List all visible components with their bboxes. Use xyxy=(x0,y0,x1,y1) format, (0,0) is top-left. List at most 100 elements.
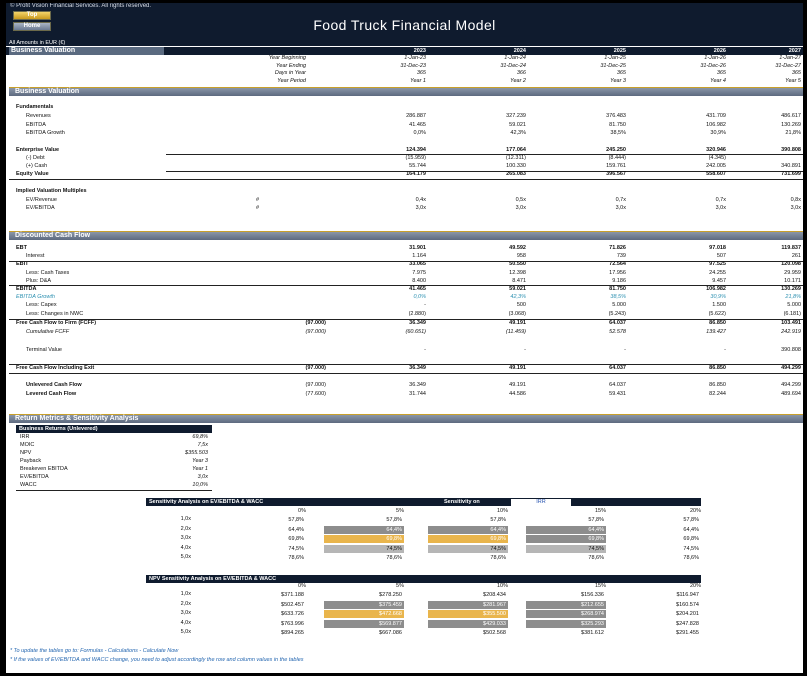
wacc-col-header: 10% xyxy=(496,583,508,589)
value-cell: 0,7x xyxy=(615,197,626,203)
business-returns-header: Business Returns (Unlevered) xyxy=(16,425,212,433)
value-cell: 52.578 xyxy=(609,329,626,335)
value-cell: 86.850 xyxy=(709,365,726,371)
dcf-value: 7.975 xyxy=(412,269,426,276)
dcf-row-label: EBIT xyxy=(16,261,29,268)
dcf-row-label: EBITDA xyxy=(16,286,37,292)
dcf-value: 30,9% xyxy=(710,294,726,301)
npv-sensitivity-cell: $204.201 xyxy=(676,611,699,618)
irr-sensitivity-cell: 78,6% xyxy=(288,555,304,562)
npv-sensitivity-cell: $894.265 xyxy=(281,630,304,637)
value-cell: 486.617 xyxy=(781,113,801,119)
dcf-value: 33.065 xyxy=(409,261,426,268)
year-header: 2025 xyxy=(613,48,626,54)
irr-sensitivity-cell: 57,8% xyxy=(683,517,699,523)
value-cell: (15.959) xyxy=(405,155,427,161)
page-title: Food Truck Financial Model xyxy=(313,17,496,33)
debt-label: (-) Debt xyxy=(26,155,45,161)
dcf-value: 0,0% xyxy=(413,294,426,301)
home-button[interactable]: Home xyxy=(13,22,51,31)
npv-sensitivity-cell: $247.828 xyxy=(676,620,699,627)
return-metric-value: $355.503 xyxy=(185,450,208,456)
value-cell: 82.244 xyxy=(709,391,726,397)
currency-note: All Amounts in EUR (€) xyxy=(9,40,66,46)
irr-sensitivity-cell: 74,5% xyxy=(428,544,508,553)
terminal-value-label: Terminal Value xyxy=(26,347,62,353)
value-cell: 340.891 xyxy=(781,163,801,169)
value-cell: 3,0x xyxy=(790,205,801,211)
period-label: Year Period xyxy=(277,77,306,84)
section-discounted-cash-flow: Discounted Cash Flow xyxy=(9,231,803,240)
year-header: 2023 xyxy=(413,48,426,54)
format-marker: # xyxy=(256,197,260,203)
wacc-col-header: 15% xyxy=(594,508,606,514)
return-metric-label: NPV xyxy=(20,450,32,456)
cumulative-fcff-label: Cumulative FCFF xyxy=(26,329,70,335)
irr-sensitivity-cell: 64,4% xyxy=(683,526,699,533)
npv-sensitivity-cell: $381.612 xyxy=(581,630,604,637)
return-metric-label: Payback xyxy=(20,458,42,464)
period-label: Days in Year xyxy=(274,70,306,76)
ev-line xyxy=(166,154,803,155)
dcf-value: 50.550 xyxy=(509,261,526,268)
irr-sensitivity-cell: 78,6% xyxy=(588,555,604,562)
dcf-value: (5.622) xyxy=(708,310,726,317)
value-cell: 42,3% xyxy=(510,130,526,136)
value-cell: 3,0x xyxy=(715,205,726,211)
dcf-value: 9.457 xyxy=(712,277,726,284)
ebit-line xyxy=(9,261,803,262)
top-button[interactable]: Top xyxy=(13,11,51,20)
dcf-value: 72.564 xyxy=(609,261,626,268)
dcf-value: 31.901 xyxy=(409,245,426,251)
npv-sensitivity-cell: $268.974 xyxy=(526,610,606,619)
equity-line xyxy=(166,171,803,172)
cash-label: (+) Cash xyxy=(26,163,48,169)
period-value: 365 xyxy=(791,70,801,76)
fcf-exit-line xyxy=(9,364,803,365)
multiple-row-header: 5,0x xyxy=(180,629,191,636)
irr-sensitivity-cell: 57,8% xyxy=(386,517,402,523)
period-value: 365 xyxy=(616,70,626,76)
return-metric-label: Breakeven EBITDA xyxy=(20,466,68,472)
sensitivity-metric-select[interactable]: IRR xyxy=(511,498,571,506)
dcf-row-label: Plus: D&A xyxy=(26,277,52,284)
value-cell: 103.491 xyxy=(781,320,801,326)
value-cell: 21,8% xyxy=(785,130,801,136)
irr-sensitivity-cell: 74,5% xyxy=(288,545,304,552)
dcf-row-label: EBT xyxy=(16,245,27,251)
return-metric-value: 69,8% xyxy=(192,434,208,440)
npv-sensitivity-cell: $281.967 xyxy=(428,600,508,609)
unlevered-cf-label: Unlevered Cash Flow xyxy=(26,382,82,388)
value-cell: (12.311) xyxy=(505,155,526,161)
irr-sensitivity-cell: 69,8% xyxy=(324,535,404,544)
wacc-col-header: 0% xyxy=(298,508,306,514)
value-cell: 0,0% xyxy=(413,130,426,136)
value-cell: 30,9% xyxy=(710,130,726,136)
irr-sensitivity-cell: 74,5% xyxy=(324,544,404,553)
irr-sensitivity-cell: 57,8% xyxy=(490,517,506,523)
irr-sensitivity-cell: 69,8% xyxy=(683,536,699,543)
irr-sensitivity-cell: 69,8% xyxy=(526,535,606,544)
npv-sensitivity-cell: $763.996 xyxy=(281,620,304,627)
format-marker: # xyxy=(256,205,260,211)
fcff-line xyxy=(9,319,803,320)
irr-sensitivity-cell: 78,6% xyxy=(683,555,699,562)
value-cell: 64.037 xyxy=(609,365,626,371)
dcf-value: 97.525 xyxy=(709,261,726,268)
fundamental-row-label: Revenues xyxy=(26,113,51,119)
value-cell: - xyxy=(724,347,726,353)
value-cell: 36.349 xyxy=(409,365,426,371)
return-metric-value: 10,0% xyxy=(192,482,208,488)
section-return-metrics: Return Metrics & Sensitivity Analysis xyxy=(9,414,803,423)
npv-sensitivity-cell: $355.500 xyxy=(428,610,508,619)
period-value: Year 5 xyxy=(785,77,801,84)
dcf-value: 59.021 xyxy=(509,286,526,292)
wacc-col-header: 20% xyxy=(689,583,701,589)
npv-sensitivity-cell: $325.293 xyxy=(526,619,606,628)
fcf-exit-label: Free Cash Flow Including Exit xyxy=(16,365,95,371)
multiple-row-header: 1,0x xyxy=(180,516,191,522)
multiple-row-header: 5,0x xyxy=(180,554,191,561)
value-cell: 44.586 xyxy=(509,391,526,397)
dcf-value: 24.255 xyxy=(709,269,726,276)
value-cell: 59.431 xyxy=(609,391,626,397)
